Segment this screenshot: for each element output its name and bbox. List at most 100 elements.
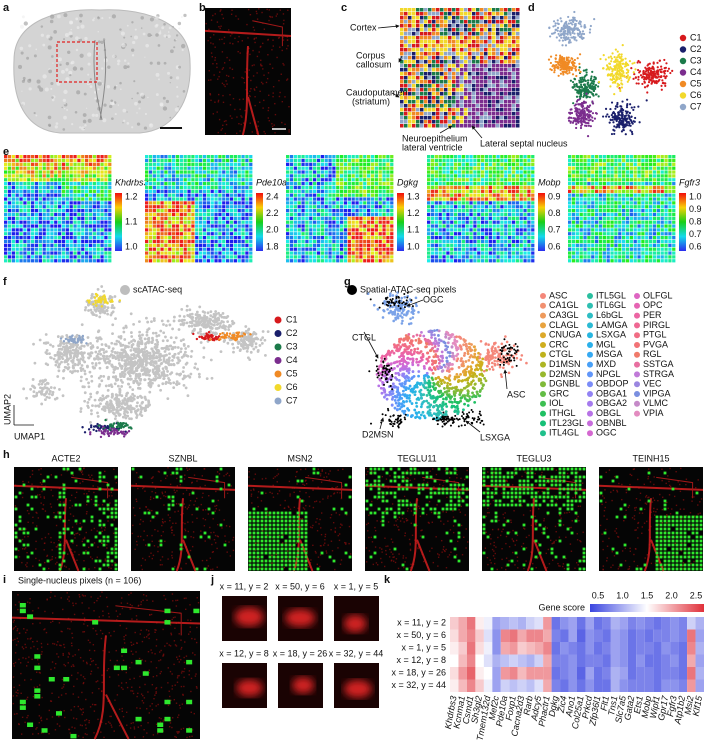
spatial-pixel [58, 251, 62, 255]
spatial-pixel [34, 228, 39, 232]
spatial-pixel [390, 155, 394, 159]
spatial-pixel [245, 189, 249, 193]
red-speck [212, 43, 214, 45]
spatial-pixel [4, 189, 8, 193]
spatial-pixel [420, 32, 424, 36]
spatial-pixel [468, 44, 472, 48]
spatial-pixel [492, 120, 496, 124]
spatial-pixel [46, 243, 50, 247]
spatial-pixel [328, 197, 332, 201]
spatial-pixel [500, 92, 504, 96]
spatial-pixel [27, 251, 31, 255]
tissue-texture [28, 44, 32, 48]
spatial-pixel [286, 185, 290, 190]
spatial-pixel [34, 255, 39, 259]
annotation: lateral ventricle [402, 142, 463, 152]
umap-point [619, 64, 622, 67]
spatial-pixel [480, 32, 484, 36]
spatial-pixel [156, 239, 160, 244]
spatial-pixel [187, 185, 191, 190]
spatial-pixel [187, 189, 191, 193]
umap-point [654, 76, 657, 79]
spatial-pixel [85, 201, 89, 205]
spatial-pixel [452, 116, 456, 120]
red-speck [268, 19, 270, 22]
spatial-pixel [34, 189, 39, 193]
spatial-pixel [81, 197, 85, 201]
spatial-pixel [316, 243, 321, 247]
spatial-pixel [452, 72, 456, 76]
spatial-pixel [309, 220, 313, 224]
spatial-pixel [400, 56, 404, 60]
spatial-pixel [472, 100, 476, 104]
spatial-pixel [206, 193, 210, 197]
spatial-pixel [492, 104, 496, 108]
spatial-pixel [148, 155, 153, 159]
umap-point [563, 36, 566, 39]
spatial-pixel [15, 220, 19, 224]
spatial-pixel [233, 178, 237, 182]
spatial-pixel [104, 224, 108, 228]
umap-point [597, 80, 601, 84]
spatial-pixel [50, 189, 54, 193]
spatial-pixel [195, 162, 199, 166]
spatial-pixel [179, 193, 183, 197]
spatial-pixel [428, 116, 432, 120]
spatial-pixel [408, 124, 412, 128]
spatial-pixel [305, 170, 309, 174]
spatial-pixel [476, 112, 480, 116]
spatial-pixel [206, 201, 210, 205]
umap-point [567, 119, 571, 122]
spatial-pixel [4, 247, 8, 251]
spatial-pixel [378, 170, 382, 174]
spatial-pixel [195, 239, 199, 244]
umap-point [570, 36, 573, 39]
spatial-pixel [293, 185, 297, 190]
spatial-pixel [65, 247, 69, 251]
spatial-pixel [452, 32, 456, 36]
umap-point [567, 66, 571, 69]
red-speck [216, 66, 218, 69]
spatial-pixel [73, 182, 77, 186]
spatial-pixel [492, 36, 496, 40]
spatial-pixel [488, 76, 492, 80]
spatial-pixel [85, 232, 89, 236]
umap-point [663, 58, 666, 62]
red-speck [217, 131, 219, 134]
umap-point [642, 71, 645, 74]
red-speck [269, 63, 271, 65]
spatial-pixel [400, 92, 404, 96]
spatial-pixel [100, 236, 104, 240]
spatial-pixel [148, 220, 153, 224]
spatial-pixel [179, 178, 183, 182]
spatial-pixel [412, 88, 416, 92]
spatial-pixel [328, 162, 332, 166]
spatial-pixel [452, 48, 456, 52]
red-speck [225, 123, 228, 126]
tissue-texture [175, 38, 177, 41]
spatial-pixel [504, 84, 508, 88]
spatial-pixel [226, 178, 230, 182]
spatial-pixel [54, 212, 58, 217]
spatial-pixel [195, 259, 199, 263]
spatial-pixel [436, 92, 440, 96]
spatial-pixel [15, 243, 19, 247]
spatial-pixel [191, 189, 195, 193]
spatial-pixel [488, 72, 492, 76]
spatial-pixel [15, 189, 19, 193]
spatial-pixel [512, 124, 516, 128]
spatial-pixel [152, 197, 156, 201]
spatial-pixel [38, 193, 42, 197]
tissue-texture [56, 14, 61, 19]
spatial-pixel [416, 60, 420, 64]
spatial-pixel [229, 185, 234, 190]
spatial-pixel [436, 104, 440, 108]
spatial-pixel [7, 166, 12, 170]
spatial-pixel [351, 259, 355, 263]
spatial-pixel [100, 201, 104, 205]
spatial-pixel [241, 228, 245, 232]
spatial-pixel [347, 259, 351, 263]
spatial-pixel [370, 243, 375, 247]
spatial-pixel [214, 201, 218, 205]
spatial-pixel [73, 216, 77, 220]
